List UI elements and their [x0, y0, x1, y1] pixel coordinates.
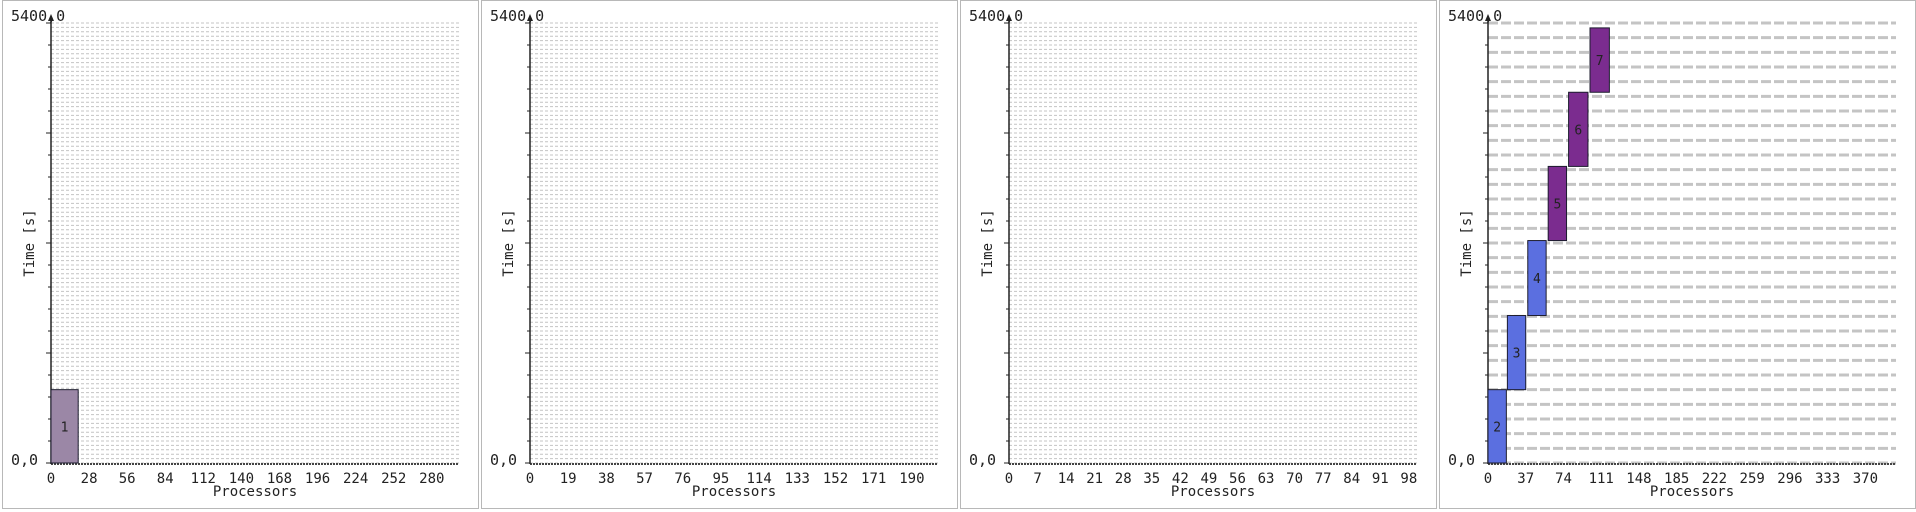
x-tick-label: 259	[1740, 471, 1765, 487]
chart-panel-3: 0 7 14 21 28 35 42 49 56 63 70 77 84 91 98 5400,0 0,0 Pro…	[960, 0, 1437, 509]
chart-svg-1: 1 0 28 56 84 112 140 168 196 224 252 280 5400,0 0,0 Pr…	[11, 7, 459, 500]
x-tick-label: 224	[343, 471, 368, 487]
x-tick-label: 140	[229, 471, 254, 487]
job-bar-2	[1487, 389, 1507, 464]
x-tick-label: 74	[1555, 471, 1572, 487]
x-tick-label: 0	[47, 471, 55, 487]
x-tick-label: 84	[1343, 471, 1360, 487]
x-tick-label: 222	[1702, 471, 1727, 487]
x-tick-label: 196	[305, 471, 330, 487]
x-tick-label: 63	[1258, 471, 1275, 487]
job-bar-7	[1589, 27, 1610, 93]
x-tick-label: 56	[119, 471, 136, 487]
x-tick-label: 148	[1626, 471, 1651, 487]
y-axis-arrow	[1485, 14, 1491, 21]
x-tick-label: 42	[1172, 471, 1189, 487]
x-tick-label: 49	[1200, 471, 1217, 487]
job-label-3: 3	[1513, 347, 1521, 362]
x-tick-label: 152	[823, 471, 848, 487]
job-bar-3	[1506, 315, 1527, 391]
x-tick-label: 19	[560, 471, 577, 487]
job-label-7: 7	[1596, 54, 1604, 69]
job-label-4: 4	[1533, 272, 1541, 287]
x-tick-label: 171	[861, 471, 886, 487]
job-label-2: 2	[1493, 420, 1501, 435]
chart-panel-1: 1 0 28 56 84 112 140 168 196 224 252 280 5400,0 0,0 Pr…	[2, 0, 479, 509]
x-tick-label: 190	[899, 471, 924, 487]
chart-svg-3: 0 7 14 21 28 35 42 49 56 63 70 77 84 91 98 5400,0 0,0 Pro…	[969, 7, 1417, 500]
y-max-label: 5400,0	[969, 7, 1023, 25]
chart-panel-2: 0 19 38 57 76 95 114 133 152 171 190 5400,0 0,0 Proce…	[481, 0, 958, 509]
x-tick-label: 38	[598, 471, 615, 487]
y-axis-arrow	[527, 14, 533, 21]
y-axis-title: Time [s]	[1459, 209, 1475, 276]
chart-panel-4: 2 3 4 5 6 7 0 37 74 111 148 185 222 259 296 333 370 5400,…	[1439, 0, 1916, 509]
job-label-6: 6	[1574, 123, 1582, 138]
x-tick-label: 133	[785, 471, 810, 487]
x-tick-label: 370	[1853, 471, 1878, 487]
y-max-label: 5400,0	[11, 7, 65, 25]
job-label-5: 5	[1553, 197, 1561, 212]
x-tick-label: 35	[1143, 471, 1160, 487]
x-tick-label: 98	[1400, 471, 1417, 487]
x-tick-label: 0	[1484, 471, 1492, 487]
x-tick-label: 76	[674, 471, 691, 487]
x-tick-label: 333	[1815, 471, 1840, 487]
job-label-1: 1	[61, 420, 69, 435]
job-bar-4	[1527, 240, 1547, 317]
x-tick-label: 114	[746, 471, 771, 487]
y-axis-arrow	[48, 14, 54, 21]
x-tick-label: 37	[1517, 471, 1534, 487]
y-min-label: 0,0	[11, 451, 38, 469]
x-tick-label: 168	[267, 471, 292, 487]
job-bar-1	[50, 389, 79, 464]
x-tick-label: 57	[636, 471, 653, 487]
x-tick-label: 111	[1589, 471, 1614, 487]
y-axis-arrow	[1006, 14, 1012, 21]
y-max-label: 5400,0	[490, 7, 544, 25]
x-tick-label: 77	[1315, 471, 1332, 487]
x-tick-label: 21	[1086, 471, 1103, 487]
x-tick-label: 70	[1286, 471, 1303, 487]
y-min-label: 0,0	[490, 451, 517, 469]
x-tick-label: 56	[1229, 471, 1246, 487]
y-axis-title: Time [s]	[22, 209, 38, 276]
x-tick-label: 84	[157, 471, 174, 487]
chart-svg-2: 0 19 38 57 76 95 114 133 152 171 190 5400,0 0,0 Proce…	[490, 7, 938, 500]
x-tick-label: 28	[1115, 471, 1132, 487]
y-axis-title: Time [s]	[501, 209, 517, 276]
x-tick-label: 95	[713, 471, 730, 487]
x-tick-label: 280	[419, 471, 444, 487]
x-tick-label: 112	[191, 471, 216, 487]
y-min-label: 0,0	[1448, 451, 1475, 469]
x-tick-label: 14	[1058, 471, 1075, 487]
y-axis-title: Time [s]	[980, 209, 996, 276]
x-tick-label: 0	[526, 471, 534, 487]
chart-svg-4: 2 3 4 5 6 7 0 37 74 111 148 185 222 259 296 333 370 5400,…	[1448, 7, 1896, 500]
y-min-label: 0,0	[969, 451, 996, 469]
x-tick-label: 28	[81, 471, 98, 487]
x-tick-label: 0	[1005, 471, 1013, 487]
x-tick-label: 296	[1777, 471, 1802, 487]
x-axis-title: Processors	[213, 484, 297, 500]
x-tick-label: 185	[1664, 471, 1689, 487]
x-tick-label: 91	[1372, 471, 1389, 487]
job-bar-5	[1547, 165, 1568, 242]
job-bar-6	[1568, 91, 1589, 167]
x-axis-title: Processors	[1171, 484, 1255, 500]
x-tick-label: 252	[381, 471, 406, 487]
x-axis-title: Processors	[1650, 484, 1734, 500]
y-max-label: 5400,0	[1448, 7, 1502, 25]
x-axis-title: Processors	[692, 484, 776, 500]
x-tick-label: 7	[1033, 471, 1041, 487]
